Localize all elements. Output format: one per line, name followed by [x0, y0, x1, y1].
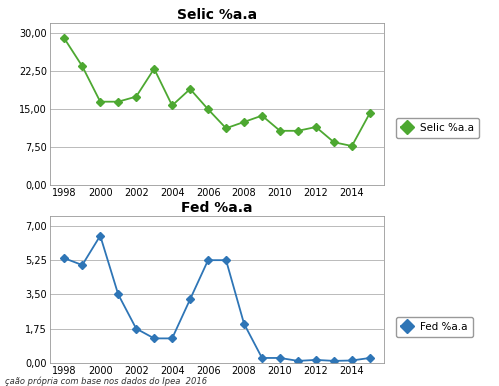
- Title: Selic %a.a: Selic %a.a: [177, 8, 257, 22]
- Legend: Fed %a.a: Fed %a.a: [396, 317, 473, 337]
- Legend: Selic %a.a: Selic %a.a: [396, 117, 480, 138]
- Title: Fed %a.a: Fed %a.a: [181, 201, 253, 215]
- Text: çaão própria com base nos dados do Ipea  2016: çaão própria com base nos dados do Ipea …: [5, 377, 207, 386]
